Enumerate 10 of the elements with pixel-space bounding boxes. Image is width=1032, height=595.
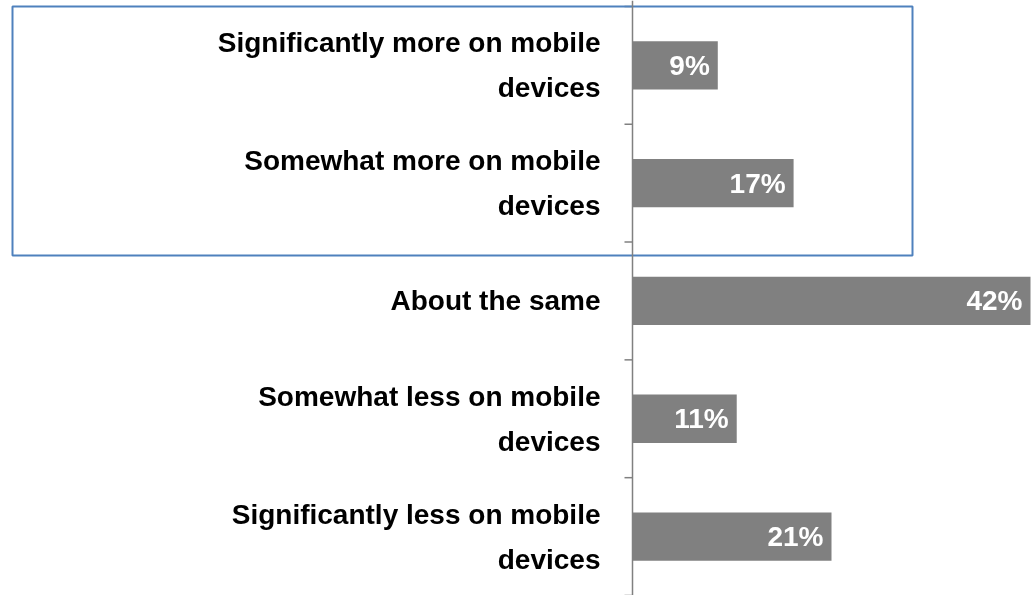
y-tick-label: Significantly less on mobile devices — [231, 498, 601, 575]
data-label: 21% — [767, 521, 824, 553]
y-tick-label: Somewhat less on mobile devices — [258, 380, 601, 457]
data-label: 42% — [966, 285, 1023, 317]
y-tick-label: About the same — [390, 285, 601, 317]
data-label: 9% — [669, 49, 710, 81]
data-label: 11% — [674, 403, 729, 435]
y-tick-label: Somewhat more on mobile devices — [244, 145, 601, 222]
data-label: 17% — [729, 167, 786, 199]
y-tick-label: Significantly more on mobile devices — [217, 27, 601, 104]
